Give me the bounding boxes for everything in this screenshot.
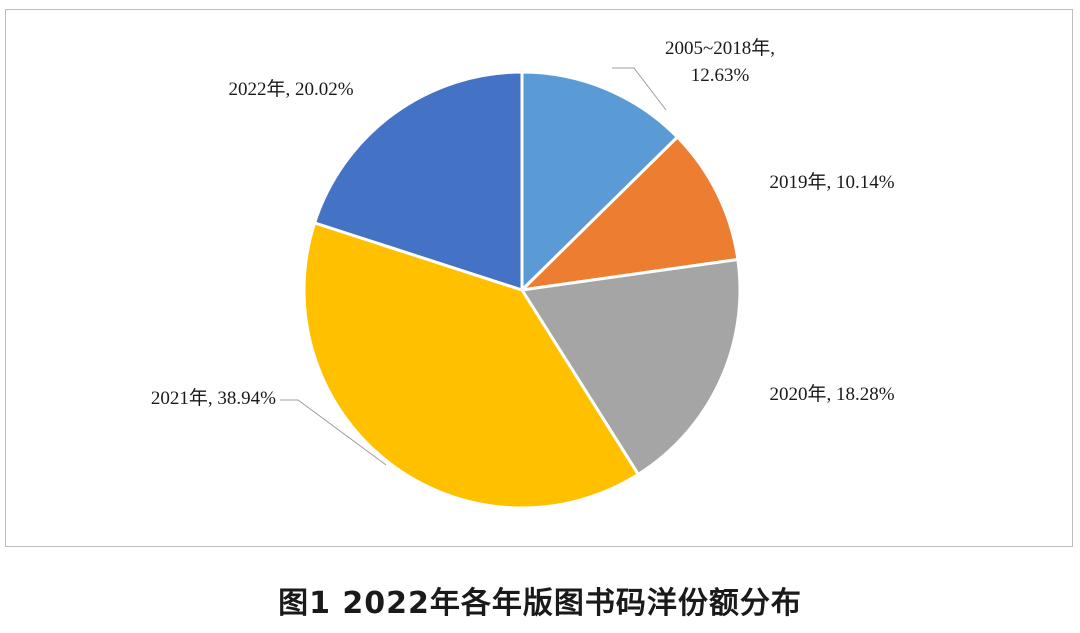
figure-caption: 图1 2022年各年版图书码洋份额分布: [278, 586, 802, 621]
pie-slice-4: [302, 221, 640, 510]
slice-label-2: 2019年, 10.14%: [769, 171, 894, 193]
slice-label-line: 2005~2018年,: [665, 37, 775, 59]
slice-label-1: 2005~2018年, 12.63%: [665, 37, 775, 86]
pie-slice-3: [520, 258, 742, 476]
chart-frame: 2005~2018年, 12.63% 2019年, 10.14% 2020年, 18.…: [5, 9, 1073, 547]
leader-line-4: [280, 399, 387, 466]
pie-slice-5: [313, 70, 524, 292]
slice-label-line: 2021年, 38.94%: [151, 387, 276, 409]
slice-label-line: 2022年, 20.02%: [228, 78, 353, 100]
slice-label-4: 2021年, 38.94%: [151, 387, 276, 409]
pie-slice-1: [520, 70, 679, 292]
slice-label-line: 12.63%: [691, 65, 750, 86]
pie-slice-2: [520, 135, 740, 292]
slice-label-line: 2020年, 18.28%: [769, 383, 894, 405]
slice-label-3: 2020年, 18.28%: [769, 383, 894, 405]
slice-label-5: 2022年, 20.02%: [228, 78, 353, 100]
leader-line-1: [612, 67, 667, 111]
pie-chart: 2005~2018年, 12.63% 2019年, 10.14% 2020年, 18.…: [151, 37, 895, 510]
slice-label-line: 2019年, 10.14%: [769, 171, 894, 193]
